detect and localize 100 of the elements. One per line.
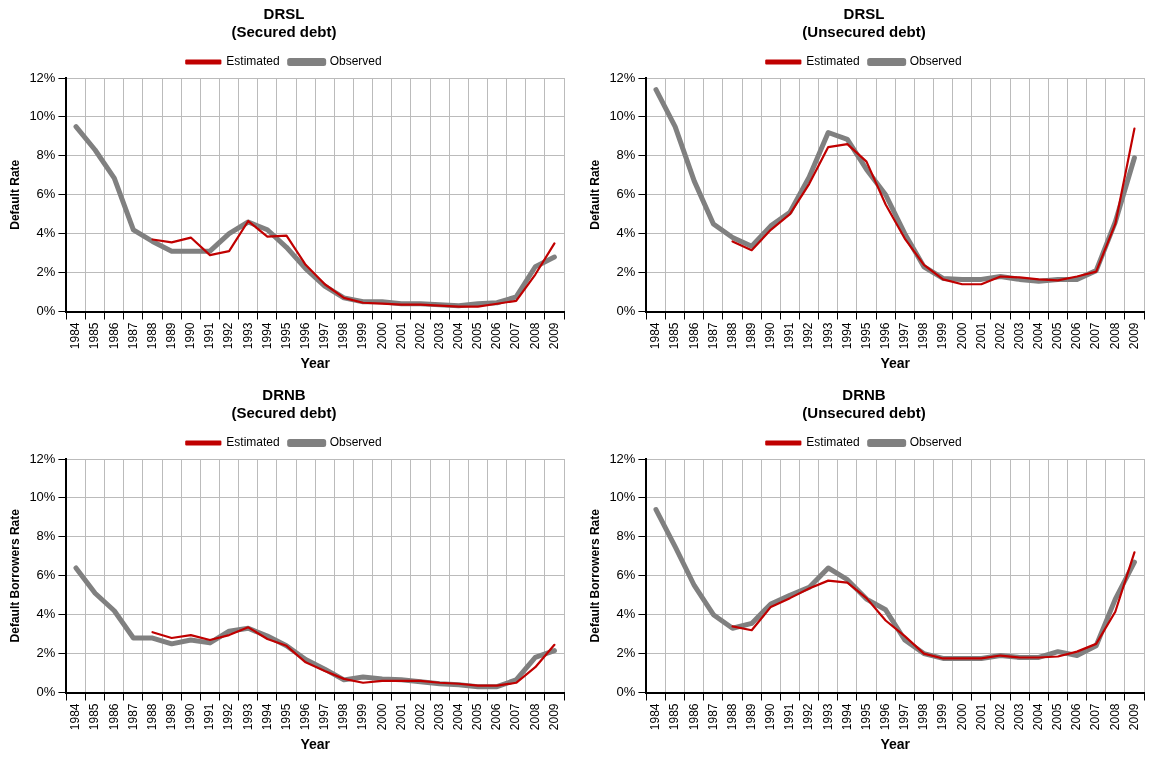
legend-label: Observed (329, 54, 382, 69)
x-tick-label: 1991 (202, 322, 217, 350)
x-tick-label: 1994 (839, 703, 854, 731)
x-tick-label: 2006 (489, 322, 504, 350)
x-tick-label: 2008 (527, 703, 542, 731)
x-tick-label: 1992 (221, 703, 236, 731)
y-tick-label: 0% (616, 303, 636, 319)
x-tick-label: 2006 (1069, 322, 1084, 350)
x-tick-label: 1996 (877, 322, 892, 350)
x-axis-title: Year (880, 355, 911, 372)
y-tick-label: 6% (36, 567, 56, 583)
x-axis-title: Year (880, 736, 911, 753)
x-tick-label: 1996 (297, 703, 312, 731)
x-tick-label: 1987 (705, 703, 720, 731)
x-tick-label: 1993 (820, 322, 835, 350)
x-tick-label: 1998 (336, 703, 351, 731)
x-tick-label: 1992 (801, 703, 816, 731)
x-tick-label: 1995 (858, 703, 873, 731)
x-tick-label: 2004 (1031, 322, 1046, 350)
x-tick-label: 1996 (297, 322, 312, 350)
x-tick-label: 1992 (221, 322, 236, 350)
x-tick-label: 1990 (183, 322, 198, 350)
x-tick-label: 2001 (973, 703, 988, 731)
x-tick-label: 1990 (763, 703, 778, 731)
x-tick-label: 1990 (763, 322, 778, 350)
x-tick-label: 1984 (648, 703, 663, 731)
x-tick-label: 1986 (106, 703, 121, 731)
x-tick-label: 1986 (686, 322, 701, 350)
y-tick-label: 4% (36, 606, 56, 622)
x-tick-label: 1985 (87, 322, 102, 350)
chart-subtitle: (Secured debt) (231, 23, 337, 41)
x-tick-label: 1992 (801, 322, 816, 350)
x-tick-label: 1993 (240, 703, 255, 731)
x-tick-label: 2002 (412, 322, 427, 350)
x-tick-label: 2008 (527, 322, 542, 350)
y-tick-label: 2% (36, 264, 56, 280)
x-tick-label: 1988 (144, 322, 159, 350)
x-tick-label: 1995 (858, 322, 873, 350)
x-tick-label: 2009 (546, 703, 561, 731)
y-tick-label: 10% (609, 108, 636, 124)
x-tick-label: 1989 (743, 322, 758, 350)
x-tick-label: 2002 (412, 703, 427, 731)
x-tick-label: 2003 (431, 322, 446, 350)
x-tick-label: 2001 (393, 703, 408, 731)
x-tick-label: 1999 (355, 703, 370, 731)
x-tick-label: 2007 (508, 322, 523, 350)
x-tick-label: 2009 (1126, 322, 1141, 350)
x-tick-label: 1997 (317, 322, 332, 350)
x-tick-label: 2000 (374, 322, 389, 350)
x-tick-label: 1997 (897, 703, 912, 731)
chart-title: DRNB (262, 386, 306, 404)
x-tick-label: 1985 (667, 322, 682, 350)
x-tick-label: 1984 (68, 322, 83, 350)
x-tick-label: 1994 (259, 322, 274, 350)
x-tick-label: 2000 (954, 322, 969, 350)
x-tick-label: 1994 (259, 703, 274, 731)
x-tick-label: 1995 (278, 703, 293, 731)
x-tick-label: 2008 (1107, 703, 1122, 731)
y-tick-label: 12% (609, 69, 636, 85)
y-tick-label: 8% (616, 147, 636, 163)
y-tick-label: 2% (616, 264, 636, 280)
y-tick-label: 4% (616, 606, 636, 622)
y-tick-label: 2% (36, 645, 56, 661)
y-axis-title: Default Rate (587, 159, 602, 230)
legend-label: Observed (909, 435, 962, 450)
y-axis-title: Default Rate (7, 159, 22, 230)
y-tick-label: 0% (36, 303, 56, 319)
x-tick-label: 1989 (163, 322, 178, 350)
y-tick-label: 8% (36, 147, 56, 163)
x-tick-label: 1989 (743, 703, 758, 731)
y-tick-label: 12% (609, 450, 636, 466)
y-tick-label: 4% (616, 225, 636, 241)
x-tick-label: 2006 (1069, 703, 1084, 731)
y-tick-label: 10% (609, 489, 636, 505)
x-tick-label: 2003 (1011, 322, 1026, 350)
x-tick-label: 1997 (317, 703, 332, 731)
y-tick-label: 2% (616, 645, 636, 661)
x-tick-label: 2000 (374, 703, 389, 731)
x-tick-label: 2003 (1011, 703, 1026, 731)
x-tick-label: 2005 (1050, 322, 1065, 350)
y-tick-label: 0% (36, 684, 56, 700)
x-tick-label: 2007 (1088, 322, 1103, 350)
x-tick-label: 2008 (1107, 322, 1122, 350)
y-tick-label: 8% (616, 528, 636, 544)
x-tick-label: 2001 (393, 322, 408, 350)
legend-label: Estimated (806, 54, 860, 69)
x-tick-label: 1993 (240, 322, 255, 350)
x-tick-label: 1999 (935, 322, 950, 350)
x-tick-label: 1984 (68, 703, 83, 731)
x-tick-label: 1999 (355, 322, 370, 350)
y-tick-label: 4% (36, 225, 56, 241)
x-tick-label: 1993 (820, 703, 835, 731)
legend-label: Estimated (806, 435, 860, 450)
x-tick-label: 1985 (87, 703, 102, 731)
x-tick-label: 1997 (897, 322, 912, 350)
y-tick-label: 10% (29, 108, 56, 124)
x-tick-label: 1991 (782, 322, 797, 350)
x-tick-label: 2003 (431, 703, 446, 731)
x-tick-label: 1984 (648, 322, 663, 350)
x-tick-label: 2004 (1031, 703, 1046, 731)
